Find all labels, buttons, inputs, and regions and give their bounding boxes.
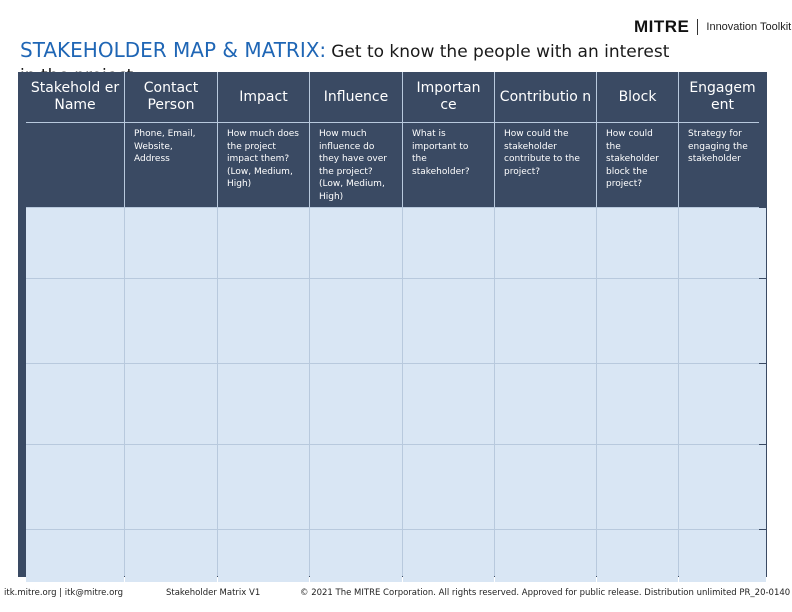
header-contact-person: Contact Person: [125, 72, 217, 122]
table-cell[interactable]: [310, 530, 402, 582]
table-cell[interactable]: [310, 279, 402, 363]
desc-importance: What is important to the stakeholder?: [403, 123, 494, 207]
table-cell[interactable]: [218, 364, 309, 444]
table-cell[interactable]: [26, 530, 124, 582]
desc-influence: How much influence do they have over the…: [310, 123, 402, 207]
table-cell[interactable]: [310, 208, 402, 278]
desc-engagement: Strategy for engaging the stakeholder: [679, 123, 766, 207]
table-cell[interactable]: [218, 530, 309, 582]
footer-contact: itk.mitre.org | itk@mitre.org: [4, 588, 124, 598]
title-main: STAKEHOLDER MAP & MATRIX:: [20, 38, 327, 62]
table-cell[interactable]: [125, 364, 217, 444]
page-title: STAKEHOLDER MAP & MATRIX: Get to know th…: [20, 38, 780, 76]
header-influence: Influence: [310, 72, 402, 122]
table-cell[interactable]: [26, 445, 124, 529]
header-importance: Importan ce: [403, 72, 494, 122]
table-cell[interactable]: [218, 279, 309, 363]
title-subtitle: Get to know the people with an interest: [331, 42, 670, 62]
stakeholder-matrix: Stakehold er Name Contact Person Impact …: [18, 72, 767, 582]
table-cell[interactable]: [597, 530, 678, 582]
table-cell[interactable]: [597, 279, 678, 363]
table-cell[interactable]: [495, 364, 596, 444]
logo-brand: MITRE: [634, 17, 690, 36]
table-cell[interactable]: [218, 208, 309, 278]
table-cell[interactable]: [679, 530, 766, 582]
mitre-logo: MITRE Innovation Toolkit: [634, 17, 791, 37]
table-cell[interactable]: [125, 445, 217, 529]
table-cell[interactable]: [597, 445, 678, 529]
table-cell[interactable]: [679, 445, 766, 529]
footer: itk.mitre.org | itk@mitre.org Stakeholde…: [0, 588, 792, 602]
table-cell[interactable]: [495, 530, 596, 582]
table-cell[interactable]: [310, 445, 402, 529]
header-contribution: Contributio n: [495, 72, 596, 122]
stakeholder-table: Stakehold er Name Contact Person Impact …: [26, 72, 766, 582]
table-cell[interactable]: [495, 208, 596, 278]
logo-toolkit-label: Innovation Toolkit: [706, 21, 792, 33]
footer-copyright: © 2021 The MITRE Corporation. All rights…: [300, 588, 791, 598]
table-cell[interactable]: [310, 364, 402, 444]
table-cell[interactable]: [26, 279, 124, 363]
table-cell[interactable]: [26, 208, 124, 278]
table-cell[interactable]: [679, 279, 766, 363]
table-cell[interactable]: [679, 364, 766, 444]
desc-block: How could the stakeholder block the proj…: [597, 123, 678, 207]
table-cell[interactable]: [125, 208, 217, 278]
table-cell[interactable]: [495, 445, 596, 529]
table-cell[interactable]: [125, 530, 217, 582]
header-stakeholder-name: Stakehold er Name: [26, 72, 124, 122]
table-cell[interactable]: [597, 364, 678, 444]
header-impact: Impact: [218, 72, 309, 122]
desc-stakeholder-name: [26, 123, 124, 207]
table-cell[interactable]: [679, 208, 766, 278]
table-cell[interactable]: [218, 445, 309, 529]
table-cell[interactable]: [125, 279, 217, 363]
table-cell[interactable]: [403, 445, 494, 529]
table-cell[interactable]: [403, 279, 494, 363]
title-subtitle-line2: in the project: [20, 66, 134, 76]
table-cell[interactable]: [597, 208, 678, 278]
desc-impact: How much does the project impact them? (…: [218, 123, 309, 207]
header-block: Block: [597, 72, 678, 122]
logo-divider: [697, 19, 699, 35]
desc-contribution: How could the stakeholder contribute to …: [495, 123, 596, 207]
table-cell[interactable]: [403, 364, 494, 444]
desc-contact-person: Phone, Email, Website, Address: [125, 123, 217, 207]
header-engagement: Engagem ent: [679, 72, 766, 122]
table-cell[interactable]: [26, 364, 124, 444]
footer-version: Stakeholder Matrix V1: [166, 588, 261, 598]
table-cell[interactable]: [495, 279, 596, 363]
table-cell[interactable]: [403, 530, 494, 582]
table-cell[interactable]: [403, 208, 494, 278]
